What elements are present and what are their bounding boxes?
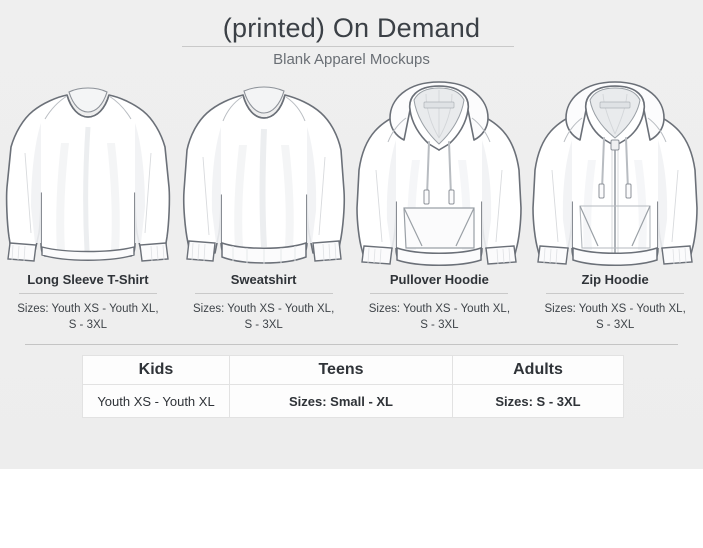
product-card-sweatshirt[interactable]: Sweatshirt Sizes: Youth XS - Youth XL, S… — [176, 78, 352, 334]
product-sizes-line2: S - 3XL — [68, 319, 108, 332]
product-divider — [546, 293, 685, 294]
section-divider — [25, 344, 678, 345]
product-sizes-line1: Sizes: Youth XS - Youth XL, — [368, 302, 511, 315]
table-cell-adults-sizes: Sizes: S - 3XL — [452, 384, 624, 418]
table-cell-kids-sizes: Youth XS - Youth XL — [82, 384, 230, 418]
table-header-row: Kids Teens Adults — [82, 355, 624, 385]
zip-hoodie-icon — [527, 78, 703, 268]
product-card-zip-hoodie[interactable]: Zip Hoodie Sizes: Youth XS - Youth XL, S… — [527, 78, 703, 334]
title-divider — [182, 46, 514, 47]
table-cell-teens-sizes: Sizes: Small - XL — [229, 384, 453, 418]
product-card-long-sleeve-tshirt[interactable]: Long Sleeve T-Shirt Sizes: Youth XS - Yo… — [0, 78, 176, 334]
size-range-table: Kids Teens Adults Youth XS - Youth XL Si… — [82, 355, 624, 418]
product-sizes: Sizes: Youth XS - Youth XL, S - 3XL — [359, 301, 519, 334]
product-sizes-line1: Sizes: Youth XS - Youth XL, — [544, 302, 686, 315]
product-sizes-line2: S - 3XL — [244, 319, 283, 332]
product-sizes-line2: S - 3XL — [595, 319, 635, 332]
table-row: Youth XS - Youth XL Sizes: Small - XL Si… — [82, 384, 624, 418]
product-sizes-line1: Sizes: Youth XS - Youth XL, — [192, 302, 335, 315]
product-sizes: Sizes: Youth XS - Youth XL, S - 3XL — [8, 301, 168, 334]
table-header-kids: Kids — [82, 355, 230, 385]
product-sizes-line1: Sizes: Youth XS - Youth XL, — [17, 302, 159, 315]
table-header-adults: Adults — [452, 355, 624, 385]
product-divider — [18, 292, 157, 294]
product-name: Sweatshirt — [230, 271, 297, 287]
product-grid: Long Sleeve T-Shirt Sizes: Youth XS - Yo… — [0, 78, 703, 334]
product-card-pullover-hoodie[interactable]: Pullover Hoodie Sizes: Youth XS - Youth … — [352, 78, 528, 334]
product-sizes: Sizes: Youth XS - Youth XL, S - 3XL — [535, 301, 695, 334]
product-sizes: Sizes: Youth XS - Youth XL, S - 3XL — [184, 301, 344, 334]
page-title: (printed) On Demand — [222, 13, 481, 43]
pullover-hoodie-icon — [352, 78, 528, 268]
product-divider — [370, 293, 509, 294]
table-header-teens: Teens — [229, 355, 453, 385]
sweatshirt-icon — [176, 78, 352, 268]
product-name: Long Sleeve T-Shirt — [27, 271, 149, 287]
long-sleeve-tshirt-icon — [0, 78, 176, 268]
product-name: Pullover Hoodie — [389, 272, 489, 287]
page-subtitle: Blank Apparel Mockups — [273, 51, 430, 68]
product-sizes-line2: S - 3XL — [420, 319, 459, 332]
product-divider — [194, 292, 333, 294]
product-name: Zip Hoodie — [581, 272, 649, 287]
